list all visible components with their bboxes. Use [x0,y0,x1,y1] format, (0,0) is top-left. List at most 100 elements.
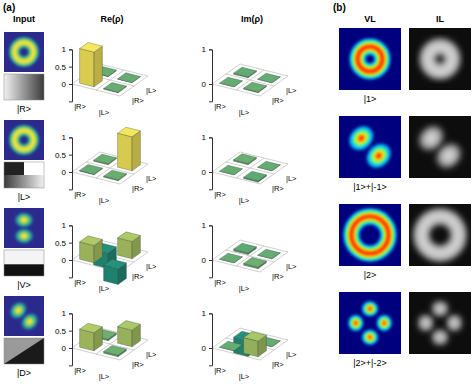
tick: 0 [202,80,212,89]
beam-lobe-layer [415,122,448,155]
beam-lobe [362,330,378,345]
category-label: |R> [272,184,284,193]
category-label: |R> [74,366,86,375]
bars [220,243,281,269]
tick-mark [69,84,72,85]
beam-lobe [415,122,448,155]
beam-lobe-layer [21,233,27,238]
category-label: |R> [132,360,144,369]
tick-mark [69,225,72,226]
tick: 1 [62,133,72,142]
beam-lobe-layer [353,130,369,146]
axis-line [209,50,213,102]
value-axis: 01 [202,309,213,365]
bar [244,171,267,182]
tick-label: 0 [202,344,207,353]
category-label: |L> [286,262,297,271]
input-label: |V> [17,280,31,290]
bar-top [234,154,257,164]
category-label: |R> [272,360,284,369]
tick: 0.5 [55,151,72,160]
bar-top [94,154,117,164]
tick: 1 [202,133,212,142]
bars [220,331,281,357]
beam-lobe-layer [357,134,365,142]
category-label: |R> [272,96,284,105]
beam-light [348,301,391,344]
beam-lobe [8,300,29,321]
bar [258,249,281,259]
beam-ring [421,216,458,253]
tick: 1 [62,221,72,230]
bars [220,67,281,93]
beam-light [345,122,396,173]
bars [220,154,281,182]
bar-side [94,46,102,87]
tick-label: 0 [62,256,67,265]
beam-lobe-layer [436,333,445,341]
value-axis: 01 [202,221,213,277]
beam-lobe [16,213,33,227]
beam-lobe-layer [21,217,27,222]
beam-light [14,42,33,61]
bar [220,341,243,351]
bar-top [80,165,103,175]
phase-fill [4,74,44,100]
tick-mark [209,348,212,349]
bar-top [220,77,243,87]
vl-label: |2> [364,270,377,280]
beam-ring [14,130,33,149]
beam-light [358,47,383,72]
beam-lobe-layer [379,317,390,329]
beam-light [415,122,466,173]
tick: 0.5 [55,63,72,72]
axis-line [69,226,73,278]
category-label: |L> [146,350,157,359]
beam-lobe-layer [375,152,383,160]
il-beam [409,292,471,354]
beam-lobe-layer [367,144,391,168]
phase-mask [4,338,44,364]
tick-mark [209,49,212,50]
beam-lobe-layer [432,330,448,345]
bar-front [80,49,94,87]
category-label: |R> [132,272,144,281]
tick-label: 1 [202,133,207,142]
tick-label: 0 [62,168,67,177]
density-chart: 01|R>|L>|R>|L> [202,221,298,293]
bar-top [118,127,141,137]
category-label: |L> [239,108,250,117]
tick: 1 [202,45,212,54]
vl-beam [339,204,401,266]
category-label: |L> [99,108,110,117]
category-label: |R> [214,102,226,111]
bar-top [118,232,141,242]
beam-lobe-layer [362,330,378,345]
bar-top [234,67,257,77]
beam-background [409,116,471,178]
tick-mark [69,67,72,68]
beam-lobe-layer [345,122,378,155]
bar-top [258,73,281,83]
vl-beam [339,28,401,90]
tick-label: 1 [202,309,207,318]
floor-grid [212,328,288,360]
tick-mark [69,137,72,138]
bar [234,67,257,78]
beam-lobe-layer [418,315,433,331]
bar-side [132,131,140,171]
beam-lobe-layer [354,321,358,325]
beam-background [4,120,44,160]
beam-ring [14,130,33,149]
bar-top [118,73,141,83]
beam-ring [14,42,33,61]
tick-label: 0 [202,256,207,265]
beam-lobe-layer [377,315,392,331]
input-label: |D> [17,368,31,378]
category-label: |R> [214,278,226,287]
beam-lobe-layer [432,301,448,316]
category-label: |L> [239,196,250,205]
beam-ring [14,130,33,149]
tick-label: 1 [202,221,207,230]
bar-top [104,83,127,93]
